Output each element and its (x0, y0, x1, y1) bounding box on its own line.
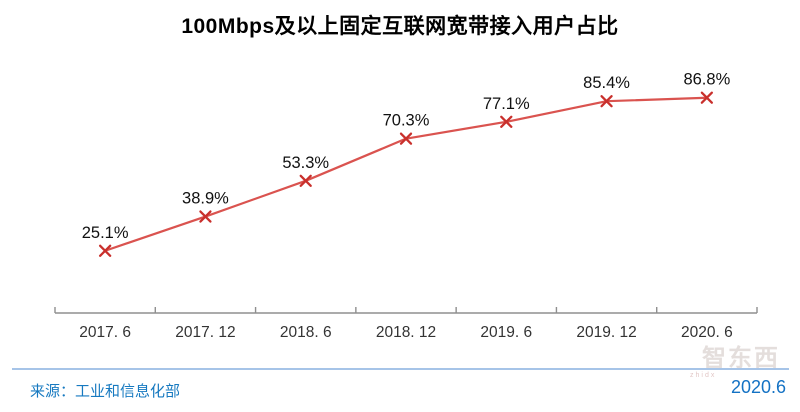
x-axis-category-label: 2018. 12 (376, 324, 436, 341)
data-label: 25.1% (82, 224, 129, 242)
watermark: 智东西 zhidx (686, 346, 796, 380)
x-axis-category-label: 2019. 6 (480, 324, 532, 341)
data-label: 77.1% (483, 95, 530, 113)
publish-date-label: 2020.6 (730, 377, 786, 397)
data-label: 70.3% (383, 112, 430, 130)
line-chart: 25.1% 38.9% 53.3% 70.3% 77.1% 85.4% 86.8% 2017.… (54, 71, 758, 341)
chart-title: 100Mbps及以上固定互联网宽带接入用户占比 (181, 15, 619, 38)
x-axis-category-label: 2020. 6 (681, 324, 733, 341)
x-axis-category-label: 2017. 12 (175, 324, 235, 341)
data-point-marker (700, 91, 714, 104)
data-label: 86.8% (683, 71, 730, 89)
data-point-marker (399, 132, 413, 145)
x-axis-category-label: 2017. 6 (79, 324, 131, 341)
data-point-marker (600, 95, 613, 108)
data-point-marker (98, 244, 112, 257)
footer-divider-line (12, 368, 789, 370)
data-point-marker (500, 115, 513, 128)
watermark-logo-text: 智东西 (702, 345, 780, 372)
data-point-marker (299, 174, 312, 187)
source-label: 来源：工业和信息化部 (30, 383, 181, 400)
data-label: 53.3% (282, 154, 329, 172)
data-label: 38.9% (182, 190, 229, 208)
data-point-marker (199, 210, 212, 223)
watermark-subtext: zhidx (690, 372, 717, 379)
data-label: 85.4% (583, 74, 630, 92)
x-axis-category-label: 2019. 12 (576, 324, 636, 341)
x-axis-category-label: 2018. 6 (280, 324, 332, 341)
